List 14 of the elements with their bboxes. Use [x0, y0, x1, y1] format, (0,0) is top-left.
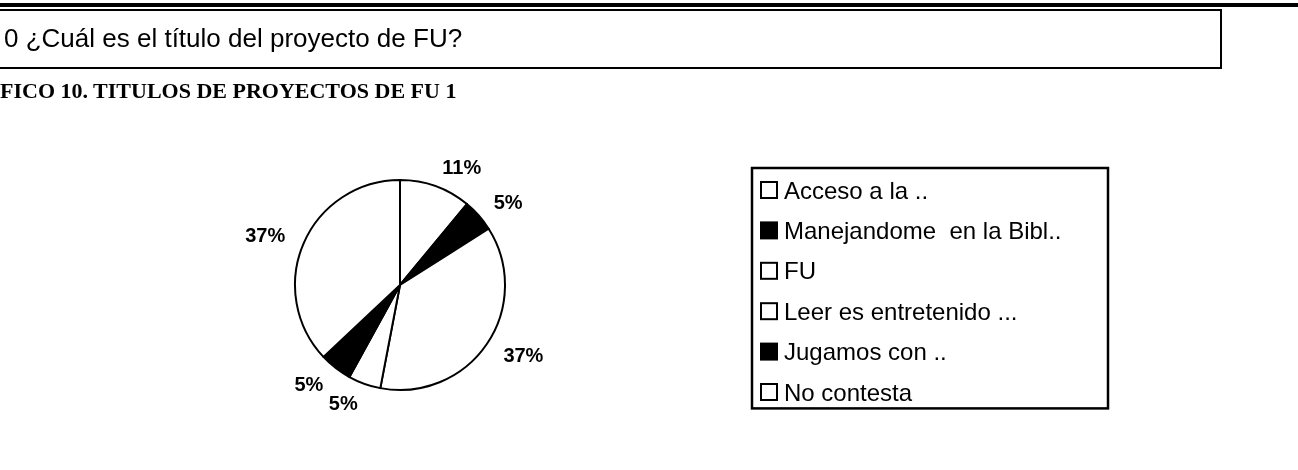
- legend-label: No contesta: [784, 378, 913, 406]
- data-label: 37%: [245, 224, 286, 247]
- legend-label: Manejandome en la Bibl..: [784, 216, 1062, 244]
- chart-title: FICO 10. TITULOS DE PROYECTOS DE FU 1: [0, 78, 457, 103]
- data-label: 5%: [294, 372, 324, 395]
- legend-label: Leer es entretenido ...: [784, 297, 1018, 325]
- legend-label: Jugamos con ..: [784, 338, 947, 366]
- data-label: 5%: [493, 191, 523, 214]
- legend-label: Acceso a la ..: [784, 176, 929, 204]
- data-label: 11%: [442, 156, 482, 179]
- data-label: 5%: [328, 391, 358, 414]
- data-label: 37%: [503, 344, 544, 367]
- text: 0 ¿Cuál es el título del proyecto de FU?: [4, 23, 463, 53]
- legend-label: FU: [784, 257, 816, 285]
